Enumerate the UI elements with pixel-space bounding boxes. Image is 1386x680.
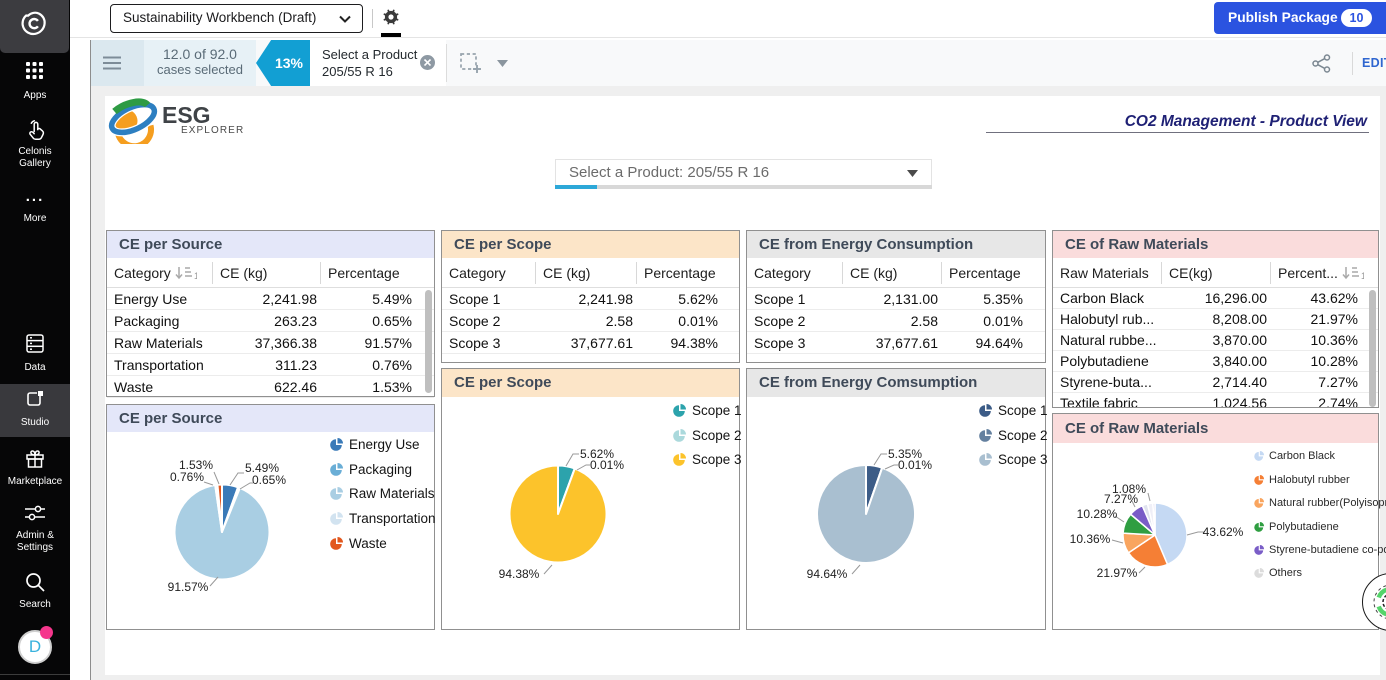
svg-text:91.57%: 91.57%: [168, 580, 209, 594]
svg-text:43.62%: 43.62%: [1203, 525, 1244, 539]
svg-text:1: 1: [194, 271, 197, 280]
svg-text:10.28%: 10.28%: [1077, 507, 1118, 521]
svg-text:1.53%: 1.53%: [179, 458, 213, 472]
svg-text:0.01%: 0.01%: [590, 458, 624, 472]
svg-text:94.64%: 94.64%: [807, 567, 848, 581]
svg-text:5.49%: 5.49%: [245, 461, 279, 475]
svg-text:10.36%: 10.36%: [1070, 532, 1111, 546]
svg-text:0.76%: 0.76%: [170, 470, 204, 484]
svg-text:0.65%: 0.65%: [252, 473, 286, 487]
svg-text:7.27%: 7.27%: [1104, 492, 1138, 506]
svg-text:5.62%: 5.62%: [580, 447, 614, 461]
svg-text:1.08%: 1.08%: [1112, 482, 1146, 496]
svg-text:0.01%: 0.01%: [898, 458, 932, 472]
svg-text:94.38%: 94.38%: [499, 567, 540, 581]
svg-text:21.97%: 21.97%: [1097, 566, 1138, 580]
svg-text:1: 1: [1361, 271, 1364, 280]
svg-text:5.35%: 5.35%: [888, 447, 922, 461]
